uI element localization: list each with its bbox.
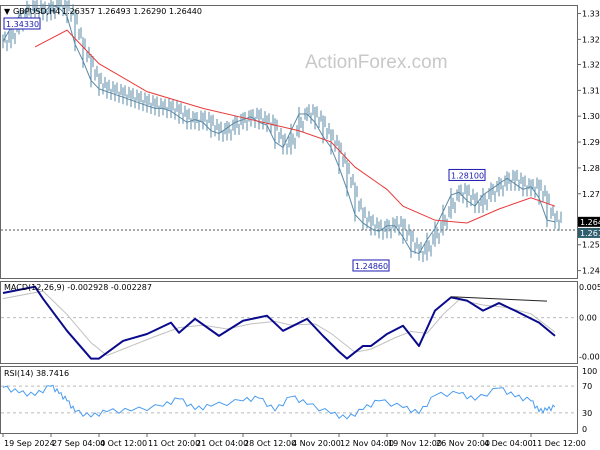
y-tick-label: 1.32070 (582, 61, 600, 70)
x-tick-label: 19 Sep 2024 (4, 439, 55, 448)
x-tick-label: 4 Nov 20:00 (292, 439, 341, 448)
price-label-text: 1.24860 (355, 262, 388, 271)
y-tick-label: 1.28370 (582, 164, 600, 173)
y-tick-label: 1.33895 (582, 10, 600, 19)
symbol-label: GBPUSD,H4 (13, 7, 60, 16)
macd-line (2, 285, 556, 360)
x-tick-label: 11 Dec 12:00 (532, 439, 586, 448)
price-label-1.24860: 1.24860 (352, 259, 390, 272)
header-arrow-icon: ▼ (4, 7, 11, 16)
macd-y-label: 0.005359 (579, 283, 600, 292)
rsi-title: RSI(14) 38.7416 (4, 369, 69, 378)
price-label-box (448, 168, 486, 181)
price-label-box (352, 259, 390, 272)
x-tick-label: 11 Oct 20:00 (148, 439, 200, 448)
macd-y-label: 0.00 (579, 314, 597, 323)
moving-average-line (34, 29, 556, 224)
price-label-1.28100: 1.28100 (448, 168, 486, 181)
y-tick-label: 1.27445 (582, 190, 600, 199)
y-tick-label: 1.29295 (582, 138, 600, 147)
ref-price: 1.26150 (580, 229, 600, 238)
price-line (2, 4, 556, 255)
rsi-y-label: 70 (582, 382, 592, 391)
rsi-y-label: 100 (582, 367, 597, 376)
x-tick-label: 28 Oct 12:00 (244, 439, 296, 448)
macd-trendline (450, 296, 548, 302)
y-tick-label: 1.24695 (582, 267, 600, 276)
x-tick-label: 27 Sep 04:00 (52, 439, 105, 448)
x-tick-label: 4 Dec 04:00 (484, 439, 533, 448)
rsi-y-label: 0 (582, 425, 587, 434)
x-tick-label: 21 Oct 04:00 (196, 439, 248, 448)
price-label-1.34330: 1.34330 (3, 17, 41, 30)
current-price: 1.26440 (580, 218, 600, 227)
y-tick-label: 1.30220 (582, 112, 600, 121)
rsi-y-label: 30 (582, 409, 592, 418)
current-price-box (578, 216, 600, 227)
rsi-line (2, 384, 556, 420)
x-tick-label: 19 Nov 12:00 (388, 439, 442, 448)
macd-title: MACD(12,26,9) -0.002928 -0.002287 (4, 283, 152, 292)
y-tick-label: 1.25620 (582, 241, 600, 250)
x-tick-label: 4 Oct 12:00 (100, 439, 147, 448)
price-label-text: 1.34330 (6, 20, 39, 29)
panel-frame-rsi (0, 366, 578, 434)
macd-y-label: -0.006798 (579, 352, 600, 361)
ref-price-box (578, 227, 600, 238)
x-tick-label: 12 Nov 04:00 (340, 439, 394, 448)
ohlc-values: 1.26357 1.26493 1.26290 1.26440 (62, 7, 202, 16)
watermark: ActionForex.com (305, 52, 448, 73)
x-tick-label: 26 Nov 20:00 (436, 439, 490, 448)
macd-signal-line (2, 290, 556, 357)
price-label-text: 1.28100 (451, 171, 484, 180)
y-tick-label: 1.32970 (582, 35, 600, 44)
y-tick-label: 1.31145 (582, 86, 600, 95)
price-label-box (3, 17, 41, 30)
panel-frame-macd (0, 281, 578, 364)
